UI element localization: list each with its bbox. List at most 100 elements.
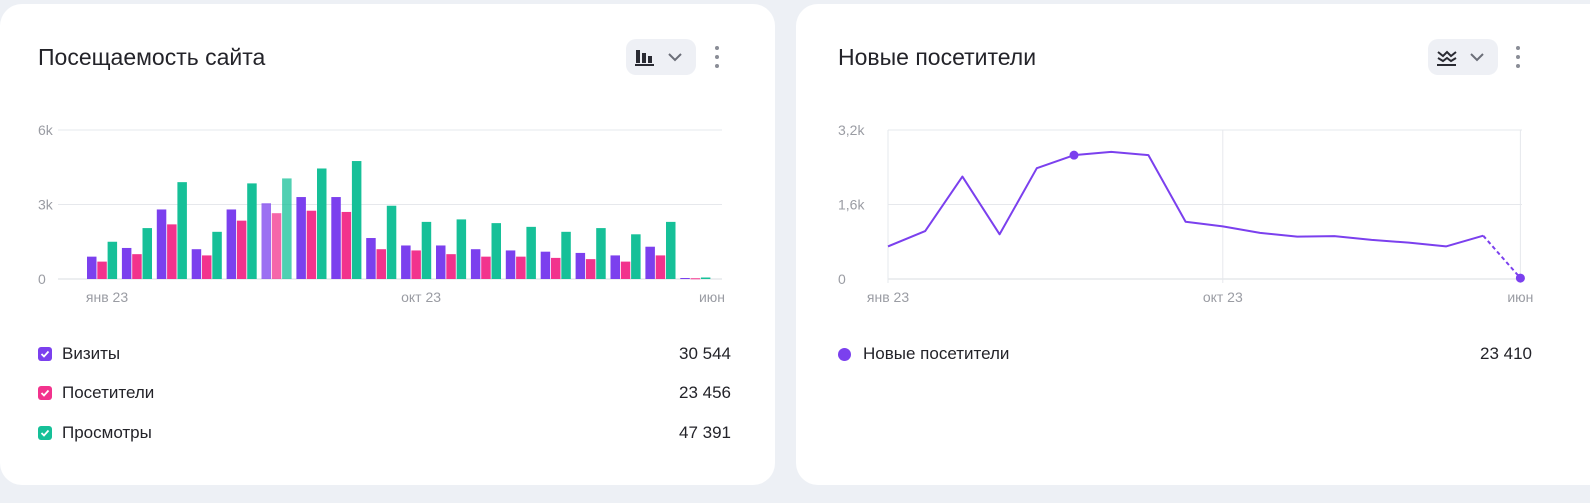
bar-views [421,221,432,279]
legend-value: 23 456 [679,383,731,402]
bar-views [247,183,257,279]
legend-label: Новые посетители [863,344,1010,363]
bar-views [386,205,397,279]
bar-visitors [481,256,491,279]
series-line-new-visitors [887,150,1484,248]
legend-value: 30 544 [679,344,731,363]
bar-views [142,228,152,279]
bar-visitors [202,255,212,279]
x-tick-label: окт 23 [401,289,441,305]
legend-label: Посетители [62,383,155,402]
y-tick-label: 6k [38,122,54,138]
legend-label: Визиты [62,344,121,363]
bar-visits [121,247,132,279]
bar-views [212,231,222,279]
legend-label: Просмотры [62,423,152,442]
bar-views [282,178,292,279]
bar-visitors [655,255,666,279]
new-visitors-card-title: Новые посетители [838,44,1037,70]
bar-visits [296,197,306,279]
data-point-marker [1069,150,1079,160]
bar-visits [331,197,341,279]
bar-visitors [376,249,386,279]
bar-views [177,182,187,279]
bar-visitors [411,250,421,279]
bar-visitors [306,210,317,279]
data-point-marker [1515,273,1525,283]
bar-visits [156,209,167,279]
bar-visits [680,278,690,280]
y-tick-label: 3k [38,197,54,213]
bar-chart-icon [635,50,654,66]
bar-views [700,277,711,279]
bar-views [107,241,118,279]
bar-visitors [620,261,631,279]
bar-views [526,226,536,279]
new-visitors-line-chart: 0 1,6k 3,2k янв 23 окт 23 июн [838,122,1533,305]
bar-visits [470,249,481,279]
chevron-down-icon [668,53,682,62]
bar-visits [226,209,237,279]
legend-dot-icon [838,347,851,361]
bar-visits [191,249,202,279]
bar-views [631,234,641,279]
chevron-down-icon [1470,53,1484,62]
legend-item-views[interactable]: Просмотры 47 391 [38,422,731,444]
legend-item-visitors[interactable]: Посетители 23 456 [38,382,731,404]
y-tick-label: 3,2k [838,122,865,138]
legend-value: 47 391 [679,423,731,442]
new-visitors-card: Новые посетители 0 1,6k 3,2k янв 23 окт 23 и… [796,4,1590,485]
bar-views [561,231,571,279]
bar-visitors [167,224,177,279]
bar-visits [505,250,516,279]
bar-views [666,221,676,279]
traffic-bar-chart: 0 3k 6k янв 23 окт 23 июн [38,122,725,305]
bar-visitors [341,211,352,279]
bar-visitors [585,259,596,279]
bar-visitors [446,254,456,279]
bar-visits [610,255,620,279]
checkbox-checked-icon[interactable] [38,426,52,440]
y-tick-label: 0 [38,271,46,287]
bar-views [351,161,362,279]
bar-visits [575,252,586,279]
bar-views [596,228,606,279]
y-tick-label: 0 [838,271,846,287]
legend-item-visits[interactable]: Визиты 30 544 [38,343,731,365]
bar-visits [261,203,271,279]
kebab-menu-icon[interactable] [1512,46,1524,70]
x-tick-label: июн [699,289,725,305]
bar-visits [540,251,551,279]
x-tick-label: окт 23 [1203,289,1243,305]
y-tick-label: 1,6k [838,197,865,213]
bar-views [456,219,467,279]
bar-visits [645,246,655,279]
x-tick-label: янв 23 [86,289,128,305]
bar-visitors [516,256,526,279]
series-line-projection [1482,235,1522,279]
legend-item-new-visitors[interactable]: Новые посетители 23 410 [838,343,1532,365]
bar-visits [401,245,411,279]
bar-visitors [236,220,247,279]
chart-type-toggle[interactable] [626,39,696,75]
x-tick-label: янв 23 [867,289,909,305]
chart-type-toggle[interactable] [1428,39,1498,75]
x-tick-label: июн [1507,289,1533,305]
bar-visits [366,238,376,279]
bar-visits [87,256,97,279]
line-chart-icon [1437,50,1457,66]
bar-visitors [551,257,561,279]
bar-visitors [132,254,142,279]
checkbox-checked-icon[interactable] [38,386,52,400]
bar-visitors [271,213,282,279]
traffic-card-title: Посещаемость сайта [38,44,266,70]
bar-views [317,168,327,279]
bar-visitors [690,278,701,280]
kebab-menu-icon[interactable] [711,46,723,70]
traffic-card: Посещаемость сайта 0 3k 6k янв 23 окт 23 июн… [0,4,775,485]
bar-visitors [97,261,107,279]
legend-value: 23 410 [1480,344,1532,363]
bar-views [491,223,501,279]
checkbox-checked-icon[interactable] [38,347,52,361]
bar-visits [436,245,446,279]
